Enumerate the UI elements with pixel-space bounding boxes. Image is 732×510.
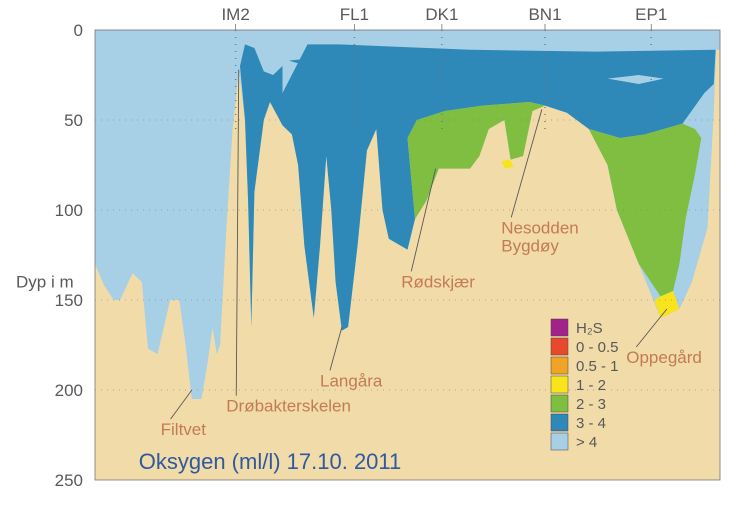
basin-label: Nesodden [501, 218, 579, 237]
legend-label: 0 - 0.5 [576, 339, 619, 356]
legend-swatch [551, 357, 568, 374]
legend-label: 2 - 3 [576, 396, 606, 413]
station-label: BN1 [528, 5, 561, 24]
station-label: EP1 [635, 5, 667, 24]
basin-label: Bygdøy [501, 236, 559, 255]
legend-swatch [551, 376, 568, 393]
basin-label: Drøbakterskelen [226, 397, 351, 416]
oxygen-depth-profile: 0 50 100 150 200 250 Dyp i m IM2 FL1 DK1 BN1 EP1 Fil… [0, 0, 732, 510]
ytick-label: 150 [55, 291, 83, 310]
ytick-label: 50 [64, 111, 83, 130]
legend-label: H₂S [576, 320, 603, 337]
legend-swatch [551, 433, 568, 450]
ytick-label: 100 [55, 201, 83, 220]
basin-label: Langåra [320, 371, 383, 390]
ytick-label: 0 [74, 21, 83, 40]
legend-swatch [551, 338, 568, 355]
station-label: IM2 [221, 5, 249, 24]
legend-swatch [551, 319, 568, 336]
chart-title: Oksygen (ml/l) 17.10. 2011 [139, 449, 402, 474]
basin-label: Oppegård [626, 348, 702, 367]
chart-svg: 0 50 100 150 200 250 Dyp i m IM2 FL1 DK1 BN1 EP1 Fil… [0, 0, 732, 510]
legend-label: 1 - 2 [576, 377, 606, 394]
yaxis-title: Dyp i m [16, 272, 74, 291]
legend-label: > 4 [576, 434, 597, 451]
legend-label: 0.5 - 1 [576, 358, 619, 375]
station-label: FL1 [340, 5, 369, 24]
basin-label: Filtvet [161, 420, 207, 439]
legend-swatch [551, 395, 568, 412]
ytick-label: 200 [55, 381, 83, 400]
legend-label: 3 - 4 [576, 415, 606, 432]
basin-label: Rødskjær [401, 272, 475, 291]
station-label: DK1 [425, 5, 458, 24]
ytick-label: 250 [55, 471, 83, 490]
legend-swatch [551, 414, 568, 431]
